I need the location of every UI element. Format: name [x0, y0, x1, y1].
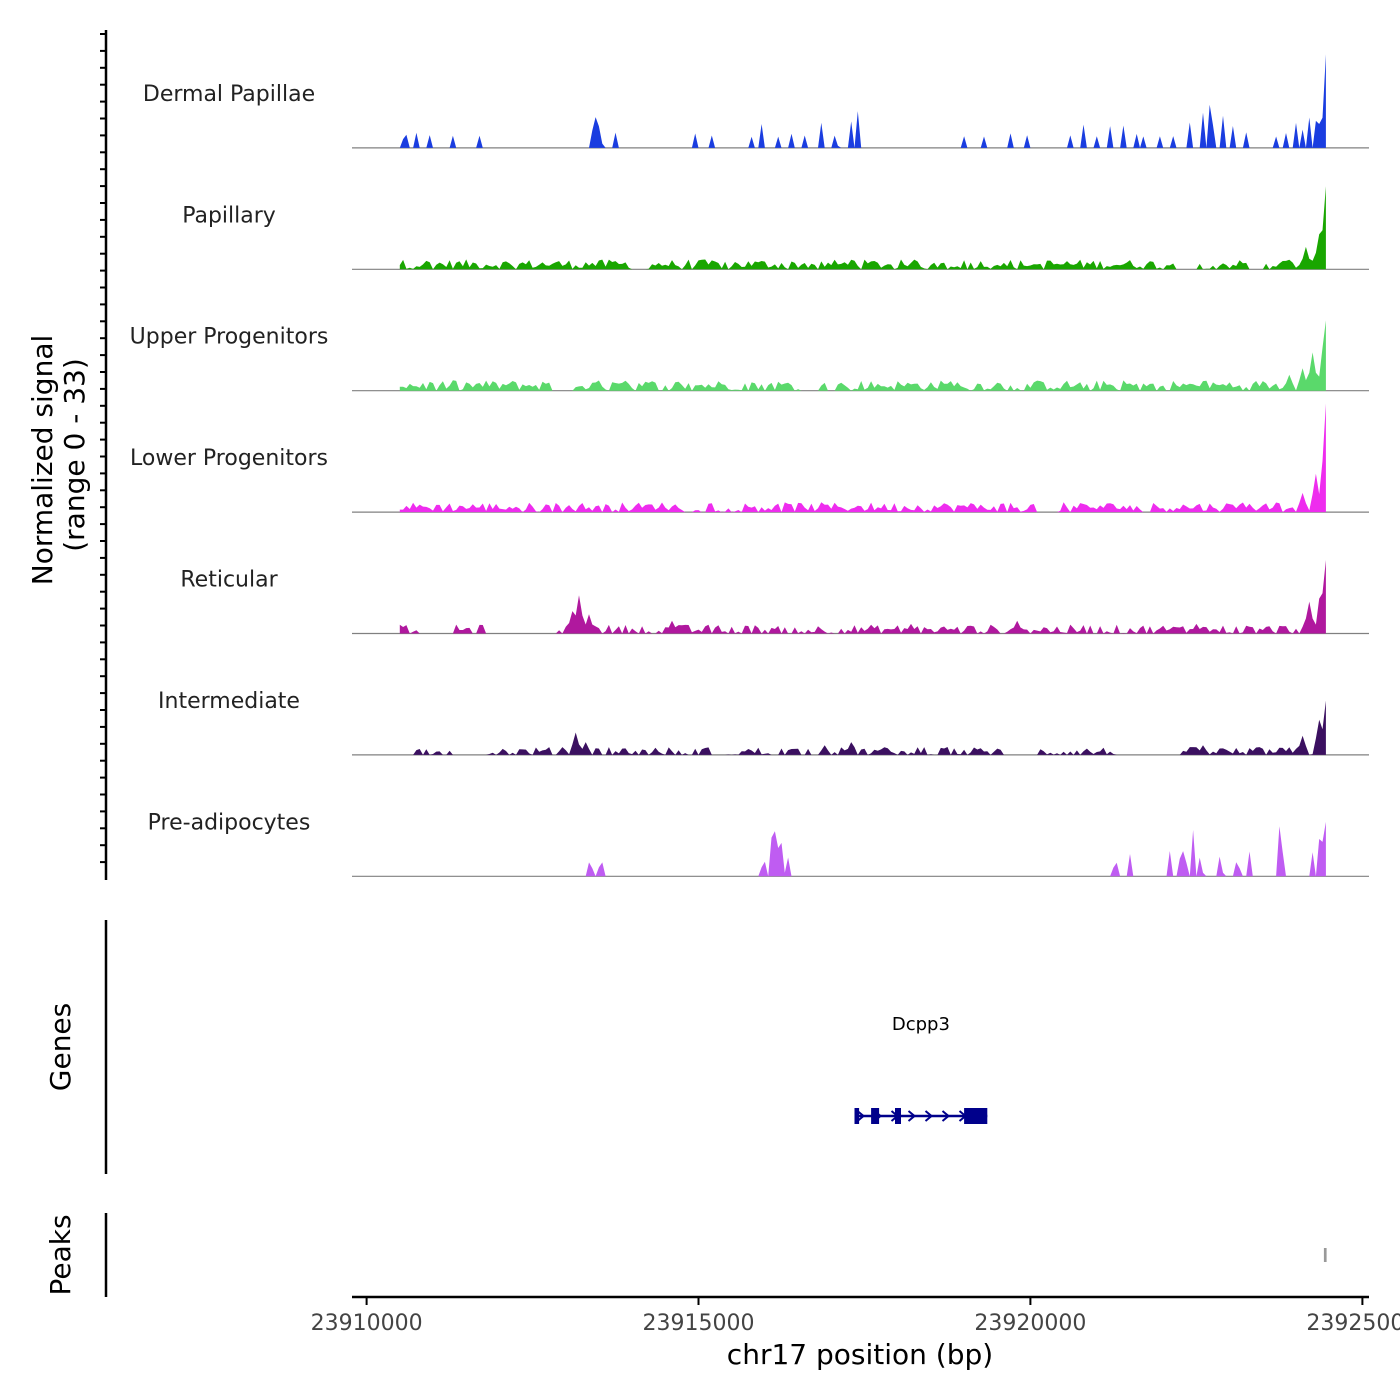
- strand-arrow: [856, 1110, 866, 1122]
- strand-arrow: [924, 1110, 934, 1122]
- gene-annotations: Dcpp3: [854, 1014, 988, 1124]
- track-label-papillary: Papillary: [182, 203, 276, 228]
- track-lower-progenitors: Lower Progenitors: [130, 403, 1369, 513]
- track-reticular: Reticular: [180, 560, 1369, 635]
- coverage-area-intermediate: [399, 700, 1326, 755]
- peaks-y-axis-label: Peaks: [44, 1214, 77, 1295]
- track-label-lower-progenitors: Lower Progenitors: [130, 446, 328, 471]
- gene-exon: [895, 1108, 901, 1124]
- coverage-area-lower-progenitors: [399, 403, 1326, 513]
- coverage-area-upper-progenitors: [399, 320, 1326, 391]
- coverage-area-reticular: [399, 560, 1326, 634]
- coverage-area-pre-adipocytes: [399, 821, 1326, 877]
- coverage-y-axis-label-range: (range 0 - 33): [58, 358, 91, 552]
- track-label-dermal-papillae: Dermal Papillae: [143, 82, 315, 107]
- gene-exon: [854, 1108, 860, 1124]
- gene-label: Dcpp3: [892, 1014, 950, 1035]
- track-pre-adipocytes: Pre-adipocytes: [148, 810, 1369, 877]
- gene-exon: [964, 1108, 988, 1124]
- gene-exon: [871, 1108, 880, 1124]
- coverage-area-dermal-papillae: [399, 54, 1326, 148]
- track-label-reticular: Reticular: [180, 568, 278, 593]
- strand-arrow: [941, 1110, 951, 1122]
- track-label-intermediate: Intermediate: [158, 689, 300, 714]
- gene-dcpp3: Dcpp3: [854, 1014, 988, 1124]
- x-axis-ticks: 23910000 23915000 23920000 23925000: [311, 1297, 1400, 1336]
- x-tick-label: 23920000: [974, 1311, 1086, 1336]
- track-label-upper-progenitors: Upper Progenitors: [130, 325, 329, 350]
- coverage-tracks: Dermal Papillae Papillary Upper Progenitor…: [130, 54, 1369, 877]
- x-axis-label: chr17 position (bp): [727, 1338, 993, 1371]
- peak-regions: [1323, 1248, 1327, 1262]
- genes-y-axis-label: Genes: [44, 1003, 77, 1091]
- track-intermediate: Intermediate: [158, 689, 1369, 756]
- peak-region: [1323, 1248, 1327, 1262]
- track-papillary: Papillary: [182, 186, 1369, 270]
- coverage-y-axis-ticks: [100, 33, 106, 864]
- track-label-pre-adipocytes: Pre-adipocytes: [148, 810, 311, 835]
- coverage-area-papillary: [399, 186, 1326, 270]
- x-tick-label: 23910000: [311, 1311, 423, 1336]
- x-tick-label: 23915000: [643, 1311, 755, 1336]
- strand-arrow: [907, 1110, 917, 1122]
- track-upper-progenitors: Upper Progenitors: [130, 320, 1369, 392]
- x-tick-label: 23925000: [1306, 1311, 1400, 1336]
- track-dermal-papillae: Dermal Papillae: [143, 54, 1369, 149]
- coverage-y-axis-label: Normalized signal: [26, 335, 59, 586]
